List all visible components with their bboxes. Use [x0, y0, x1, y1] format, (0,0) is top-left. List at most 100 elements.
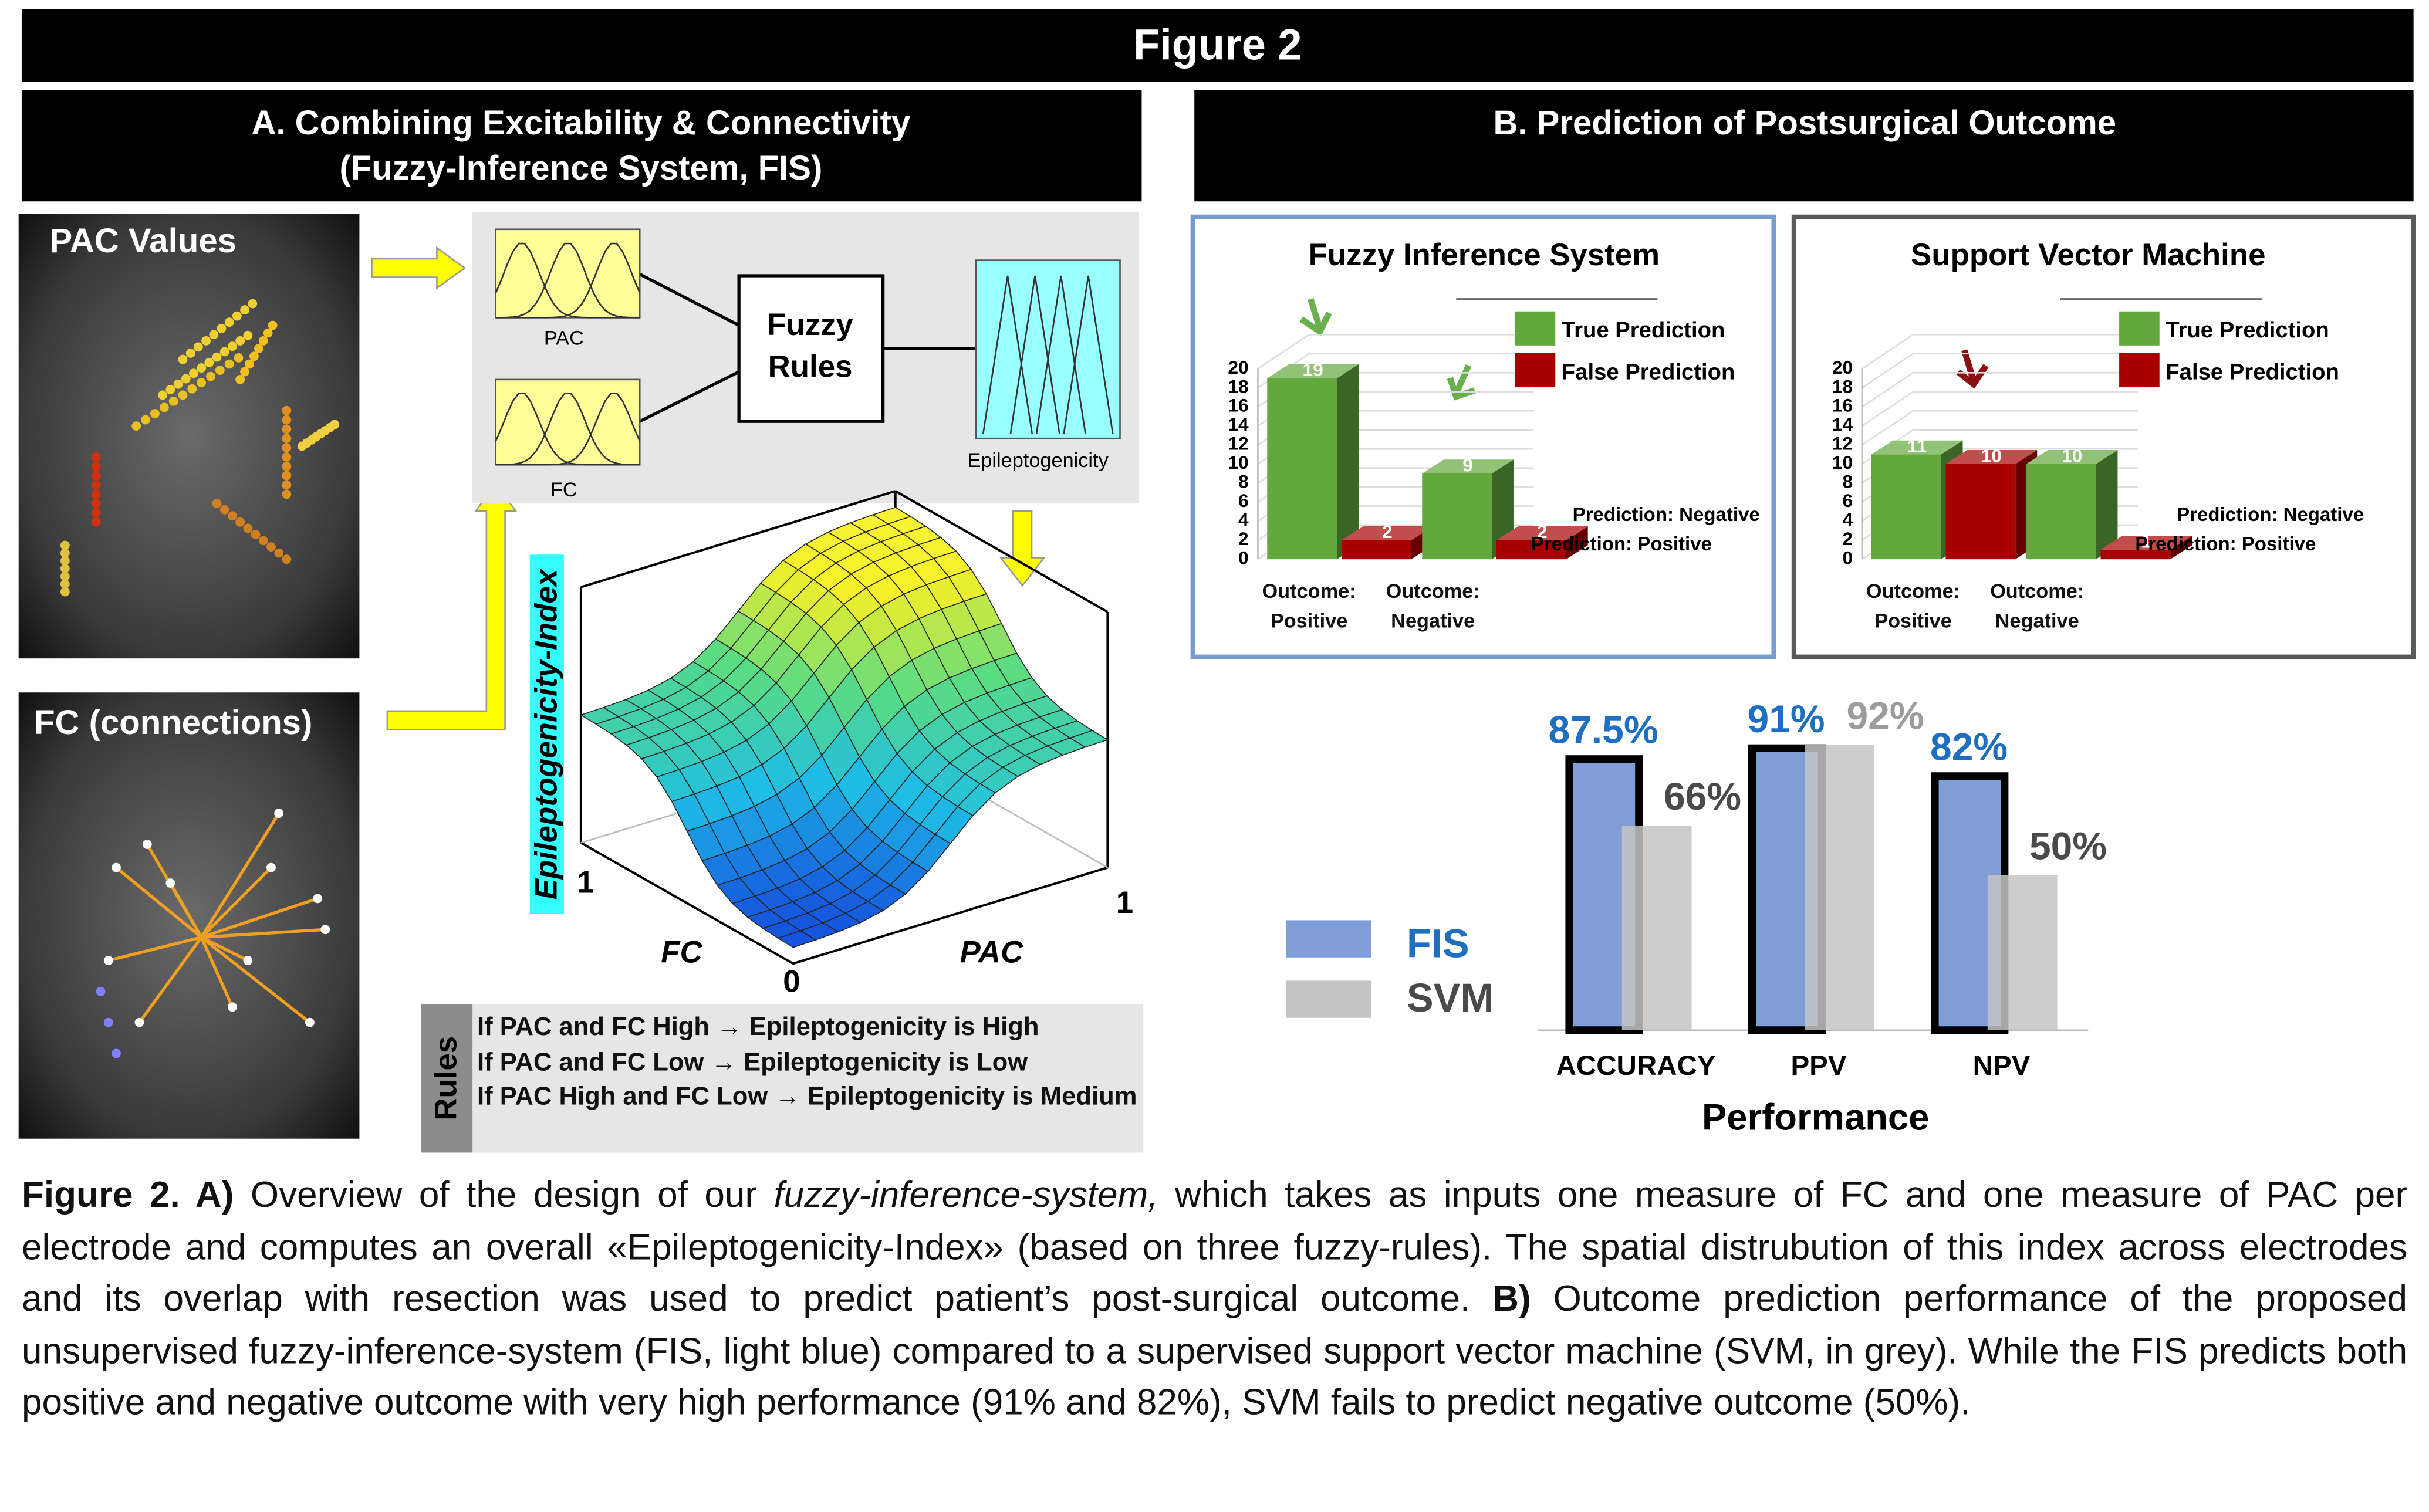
membership-curve [982, 275, 1033, 434]
electrode [282, 405, 292, 415]
electrode [313, 894, 323, 904]
connection [200, 936, 311, 1024]
row-label: Prediction: Positive [2135, 533, 2316, 554]
rules-box: Rules If PAC and FC High → Epileptogenic… [421, 1003, 1144, 1153]
electrode [305, 1017, 315, 1027]
arrow [1956, 349, 1989, 389]
legend-label: SVM [1407, 975, 1494, 1020]
x-tick-label: PPV [1790, 1050, 1846, 1081]
diagram-label: Epileptogenicity [967, 449, 1109, 472]
electrode [219, 505, 229, 515]
arrow [999, 510, 1046, 587]
image-label: FC (connections) [34, 703, 312, 742]
electrode [185, 349, 195, 358]
y-tick-label: 10 [1228, 452, 1248, 473]
connection [138, 936, 203, 1024]
electrode [254, 344, 263, 354]
panel-a-header [21, 90, 1142, 202]
caption: Figure 2. A) Overview of the design of o… [22, 1170, 2407, 1430]
row-label: Prediction: Negative [2177, 503, 2364, 525]
electrode [266, 862, 276, 872]
bar-side [2096, 450, 2118, 560]
y-tick-label: 18 [1832, 376, 1853, 397]
electrode [131, 421, 141, 431]
electrode [240, 305, 249, 315]
output-box [975, 259, 1121, 439]
electrode [228, 511, 237, 521]
y-tick-label: 4 [1842, 509, 1853, 530]
data-label: 50% [2029, 824, 2107, 867]
data-label: 10 [1981, 445, 2002, 466]
row-label: Prediction: Negative [1573, 503, 1760, 525]
bar [1621, 826, 1692, 1030]
row-label: Prediction: Positive [1531, 533, 1712, 554]
electrode [91, 452, 101, 462]
y-tick-label: 4 [1238, 509, 1249, 530]
electrode [224, 317, 234, 327]
caption-bold: B) [1492, 1278, 1531, 1319]
chart-title: Support Vector Machine [1911, 238, 2265, 272]
electrode [215, 366, 225, 375]
bar [1341, 540, 1411, 560]
electrode [201, 336, 211, 346]
electrode [212, 499, 222, 509]
surface-box [894, 490, 1109, 613]
electrode [217, 323, 227, 333]
electrode [204, 357, 214, 367]
y-tick-label: 6 [1238, 490, 1249, 511]
electrode [282, 554, 292, 564]
rules-label: Rules [429, 1036, 464, 1121]
grid-line [1862, 334, 2138, 370]
electrode [282, 424, 292, 434]
chart-frame [1791, 214, 2416, 659]
grid-line [1862, 353, 2138, 388]
electrode [165, 385, 175, 394]
electrode [91, 489, 101, 499]
electrode [228, 341, 237, 351]
electrode [235, 336, 245, 346]
pac-brain-image [18, 214, 360, 659]
y-tick-label: 12 [1832, 433, 1853, 454]
y-axis-label: PAC [960, 935, 1023, 969]
surface-box [580, 490, 896, 588]
electrode [103, 956, 113, 965]
axis-tick-label: 0 [783, 965, 800, 999]
electrode [258, 336, 268, 346]
electrode [258, 536, 268, 546]
membership-curve [1063, 275, 1114, 434]
legend-swatch [2119, 311, 2160, 346]
caption-bold: Figure 2. A) [21, 1174, 234, 1215]
connection [108, 935, 202, 962]
electrode [282, 415, 292, 425]
y-tick-label: 16 [1228, 395, 1248, 416]
electrode [134, 1017, 144, 1027]
membership-box [495, 378, 641, 466]
electrode [181, 374, 191, 384]
legend-swatch [1285, 920, 1371, 958]
electrode [60, 587, 70, 597]
electrode [91, 480, 101, 490]
electrode [197, 363, 207, 373]
membership-curve [495, 393, 640, 466]
grid-line [1862, 410, 2138, 446]
electrode [251, 530, 261, 539]
electrode [282, 443, 292, 452]
electrode [274, 809, 284, 818]
bar-top [1871, 440, 1963, 455]
data-label: 92% [1846, 694, 1924, 738]
electrode [330, 420, 340, 429]
rules-tab: Rules [421, 1003, 473, 1153]
y-tick-label: 10 [1832, 452, 1853, 473]
membership-box [495, 228, 641, 319]
z-axis-label: Epileptogenicity-Index [529, 567, 563, 899]
bar-top [1496, 526, 1588, 540]
connection [200, 936, 234, 1008]
electrode [320, 925, 330, 935]
electrode [248, 299, 258, 309]
bar-top [1267, 364, 1359, 378]
connection [115, 866, 202, 939]
data-label: 10 [2062, 445, 2082, 466]
electrode [232, 311, 242, 321]
electrode [249, 351, 259, 361]
